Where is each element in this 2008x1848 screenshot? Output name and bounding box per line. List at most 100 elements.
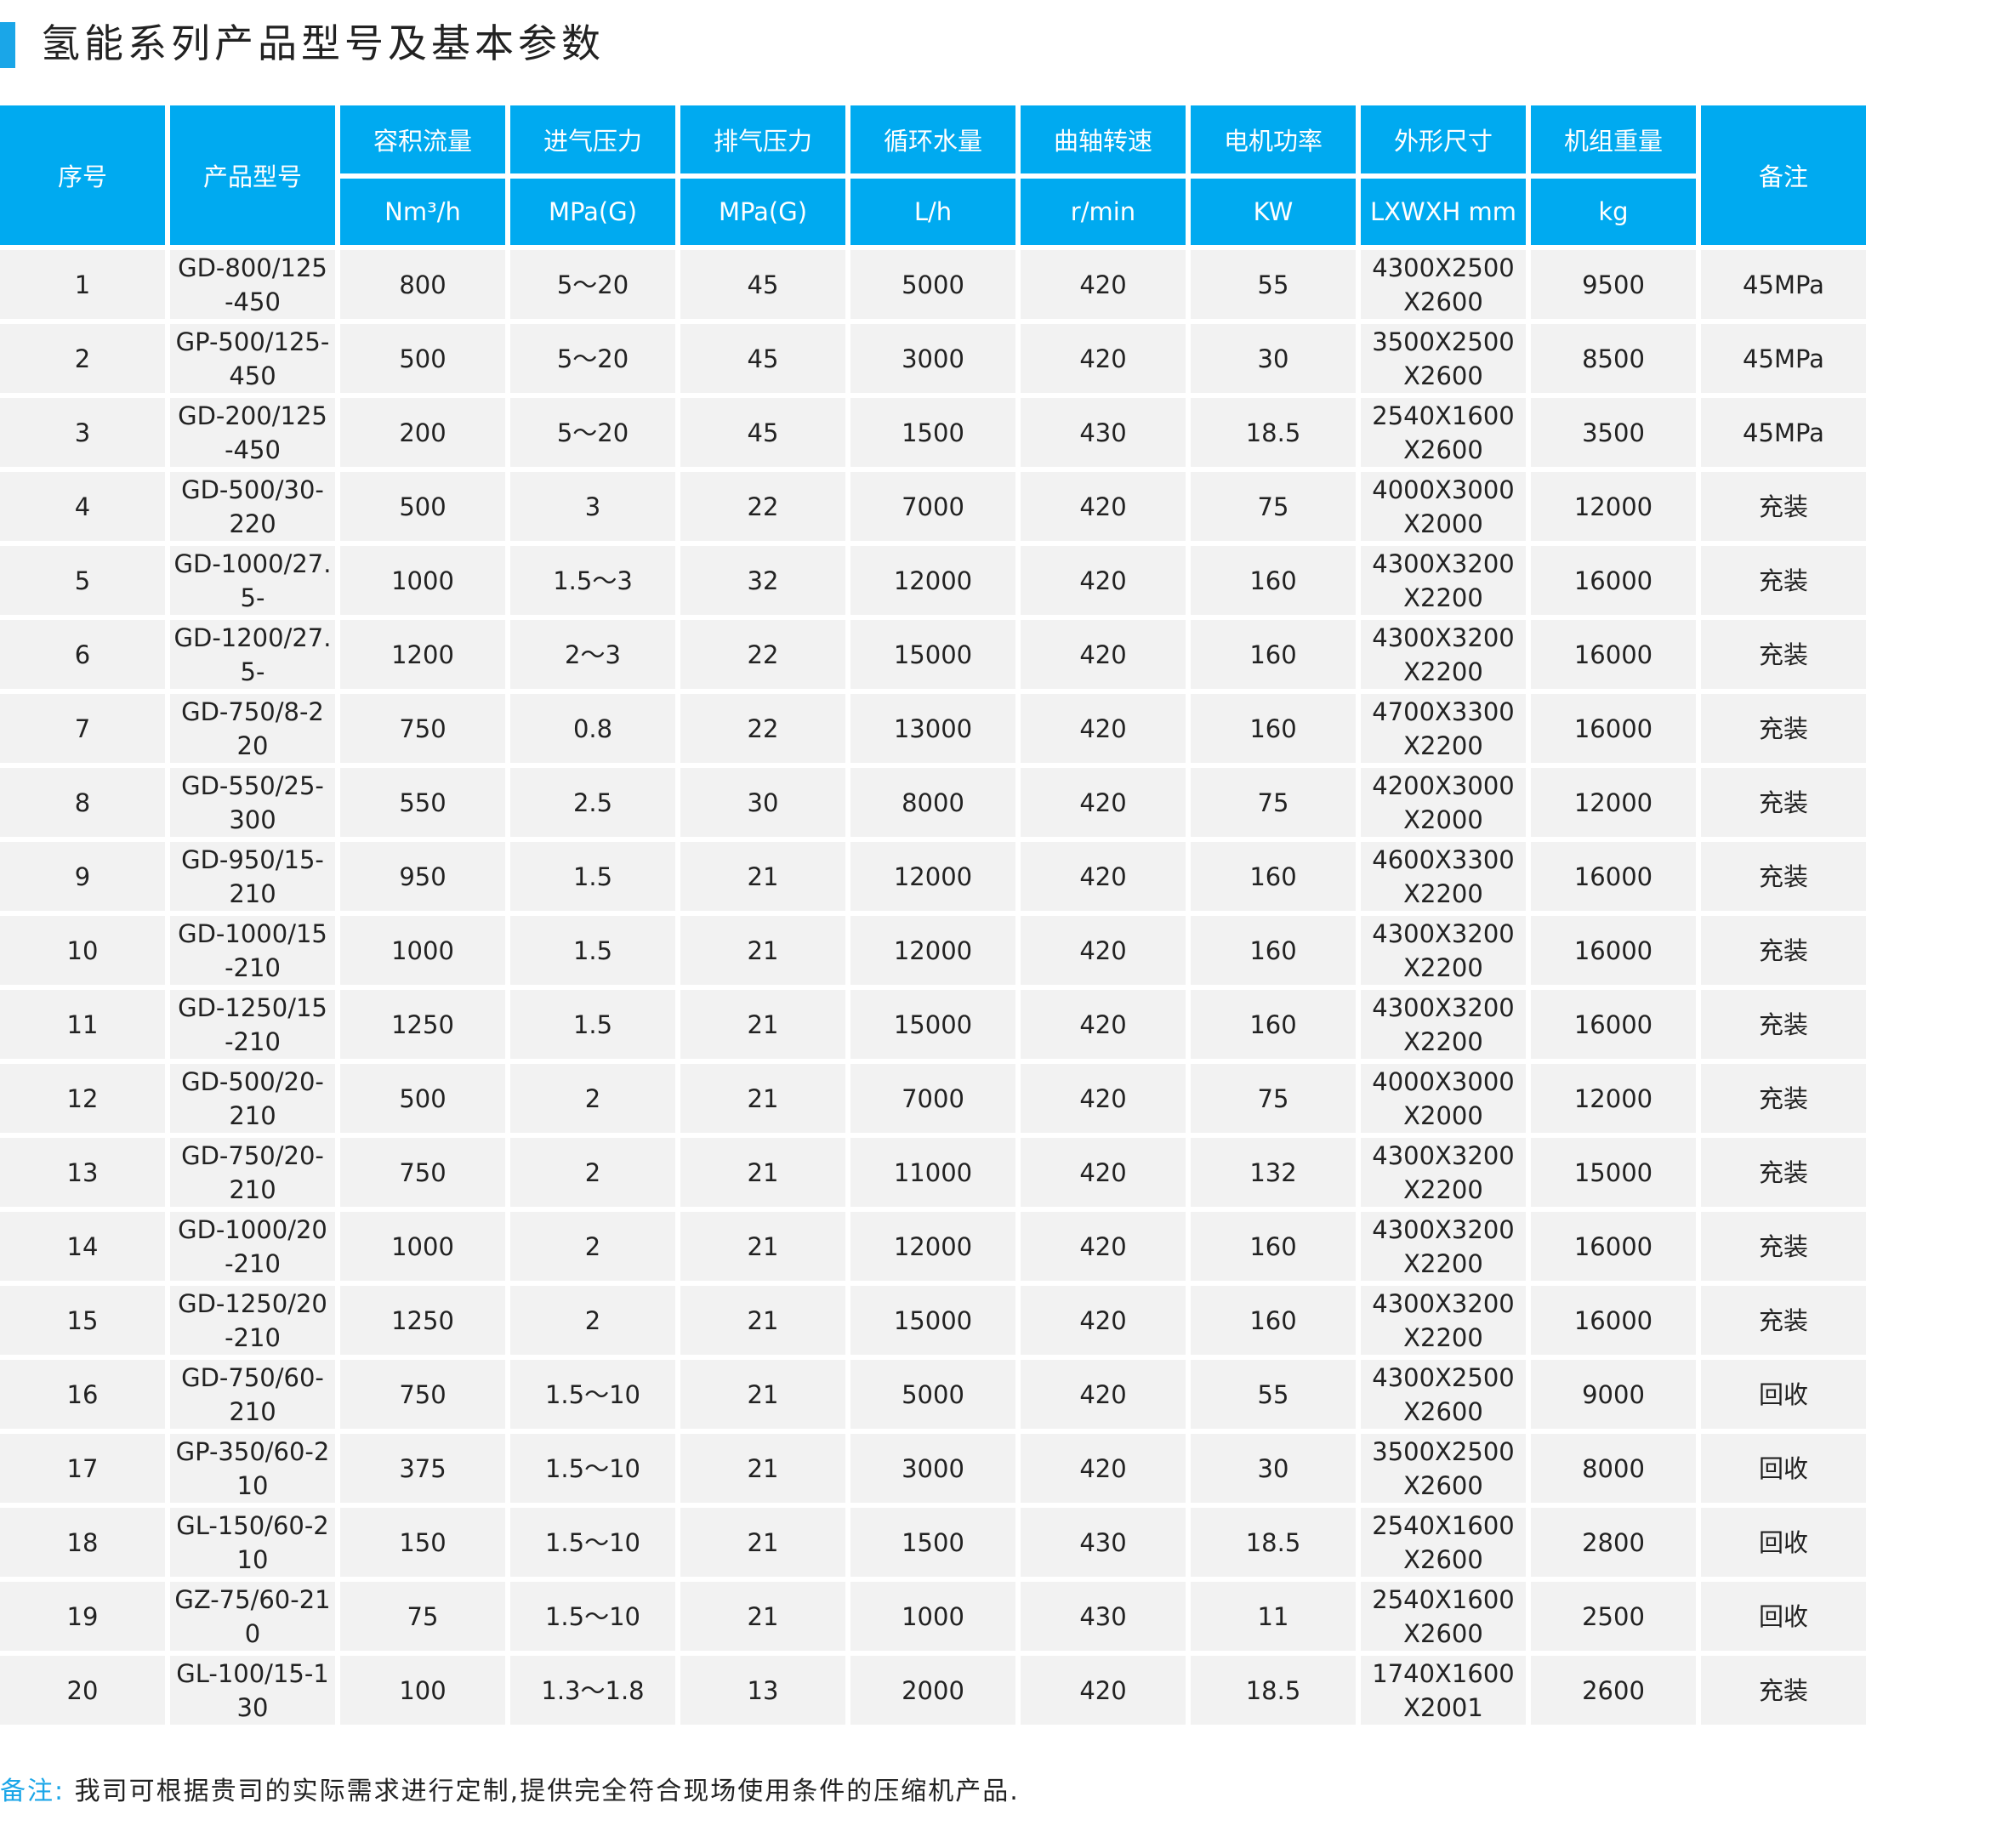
cell-cooling-water: 12000 [850,1212,1015,1281]
cell-weight: 16000 [1531,990,1696,1059]
cell-inlet-pressure: 1.5 [510,842,675,911]
cell-crank-speed: 420 [1021,472,1186,541]
cell-index: 16 [0,1360,165,1429]
cell-weight: 8500 [1531,324,1696,393]
cell-dimensions: 4700X3300X2200 [1361,694,1526,763]
cell-crank-speed: 420 [1021,620,1186,689]
cell-motor-power: 160 [1191,1286,1356,1355]
cell-index: 17 [0,1434,165,1503]
cell-inlet-pressure: 1.5～10 [510,1508,675,1577]
cell-remark: 45MPa [1701,250,1866,319]
cell-motor-power: 132 [1191,1138,1356,1207]
cell-motor-power: 11 [1191,1582,1356,1651]
cell-flow: 1000 [340,1212,505,1281]
cell-cooling-water: 2000 [850,1656,1015,1725]
cell-flow: 75 [340,1582,505,1651]
cell-index: 11 [0,990,165,1059]
table-row: 2 GP-500/125-450 500 5～20 45 3000 420 30 3500X25… [0,324,1866,393]
unit-inlet-pressure: MPa(G) [510,179,675,245]
cell-outlet-pressure: 13 [680,1656,845,1725]
cell-motor-power: 160 [1191,842,1356,911]
cell-flow: 1000 [340,546,505,615]
cell-model: GD-950/15-210 [170,842,335,911]
cell-crank-speed: 430 [1021,1582,1186,1651]
cell-weight: 16000 [1531,694,1696,763]
cell-weight: 2600 [1531,1656,1696,1725]
cell-index: 15 [0,1286,165,1355]
cell-crank-speed: 420 [1021,1212,1186,1281]
footer-label: 备注: [0,1777,65,1806]
cell-inlet-pressure: 2 [510,1064,675,1133]
cell-dimensions: 4300X3200X2200 [1361,546,1526,615]
cell-dimensions: 4300X2500X2600 [1361,1360,1526,1429]
cell-motor-power: 160 [1191,990,1356,1059]
cell-outlet-pressure: 22 [680,472,845,541]
cell-cooling-water: 15000 [850,990,1015,1059]
cell-cooling-water: 5000 [850,1360,1015,1429]
cell-outlet-pressure: 21 [680,916,845,985]
cell-crank-speed: 420 [1021,546,1186,615]
cell-outlet-pressure: 32 [680,546,845,615]
cell-remark: 充装 [1701,1286,1866,1355]
cell-cooling-water: 13000 [850,694,1015,763]
cell-model: GP-350/60-210 [170,1434,335,1503]
table-row: 1 GD-800/125-450 800 5～20 45 5000 420 55 4300X25… [0,250,1866,319]
cell-motor-power: 75 [1191,472,1356,541]
cell-model: GD-750/20-210 [170,1138,335,1207]
cell-weight: 16000 [1531,1212,1696,1281]
cell-model: GD-550/25-300 [170,768,335,837]
cell-weight: 15000 [1531,1138,1696,1207]
cell-outlet-pressure: 21 [680,1434,845,1503]
cell-motor-power: 75 [1191,768,1356,837]
cell-outlet-pressure: 21 [680,1212,845,1281]
cell-motor-power: 30 [1191,324,1356,393]
cell-crank-speed: 420 [1021,1656,1186,1725]
unit-outlet-pressure: MPa(G) [680,179,845,245]
cell-flow: 500 [340,324,505,393]
cell-cooling-water: 5000 [850,250,1015,319]
header-row-units: Nm³/h MPa(G) MPa(G) L/h r/min KW LXWXH m… [0,179,1866,245]
table-row: 11 GD-1250/15-210 1250 1.5 21 15000 420 160 4300… [0,990,1866,1059]
header-model: 产品型号 [170,105,335,245]
cell-flow: 950 [340,842,505,911]
cell-dimensions: 2540X1600X2600 [1361,1582,1526,1651]
cell-inlet-pressure: 2 [510,1138,675,1207]
header-row-names: 序号 产品型号 容积流量 进气压力 排气压力 循环水量 曲轴转速 电机功率 外形… [0,105,1866,245]
cell-weight: 2500 [1531,1582,1696,1651]
cell-motor-power: 55 [1191,250,1356,319]
cell-weight: 12000 [1531,768,1696,837]
cell-inlet-pressure: 0.8 [510,694,675,763]
cell-index: 9 [0,842,165,911]
table-row: 19 GZ-75/60-210 75 1.5～10 21 1000 430 11 2540X16… [0,1582,1866,1651]
cell-weight: 2800 [1531,1508,1696,1577]
cell-motor-power: 160 [1191,694,1356,763]
cell-flow: 550 [340,768,505,837]
cell-cooling-water: 12000 [850,916,1015,985]
cell-flow: 1200 [340,620,505,689]
cell-model: GD-200/125-450 [170,398,335,467]
title-accent-bar [0,22,15,68]
spec-table-body: 1 GD-800/125-450 800 5～20 45 5000 420 55 4300X25… [0,250,1866,1725]
table-row: 15 GD-1250/20-210 1250 2 21 15000 420 160 4300X3… [0,1286,1866,1355]
cell-motor-power: 160 [1191,1212,1356,1281]
cell-flow: 1250 [340,990,505,1059]
cell-motor-power: 160 [1191,620,1356,689]
cell-model: GL-150/60-210 [170,1508,335,1577]
cell-remark: 充装 [1701,916,1866,985]
cell-outlet-pressure: 21 [680,842,845,911]
table-row: 20 GL-100/15-130 100 1.3～1.8 13 2000 420 18.5 17… [0,1656,1866,1725]
table-row: 14 GD-1000/20-210 1000 2 21 12000 420 160 4300X3… [0,1212,1866,1281]
cell-cooling-water: 8000 [850,768,1015,837]
cell-motor-power: 18.5 [1191,1508,1356,1577]
header-inlet-pressure: 进气压力 [510,105,675,173]
cell-inlet-pressure: 1.5～10 [510,1582,675,1651]
table-row: 17 GP-350/60-210 375 1.5～10 21 3000 420 30 3500X… [0,1434,1866,1503]
cell-crank-speed: 420 [1021,1360,1186,1429]
cell-outlet-pressure: 21 [680,1508,845,1577]
cell-inlet-pressure: 2 [510,1212,675,1281]
unit-motor-power: KW [1191,179,1356,245]
table-row: 13 GD-750/20-210 750 2 21 11000 420 132 4300X320… [0,1138,1866,1207]
unit-cooling-water: L/h [850,179,1015,245]
cell-weight: 16000 [1531,620,1696,689]
cell-dimensions: 4300X2500X2600 [1361,250,1526,319]
